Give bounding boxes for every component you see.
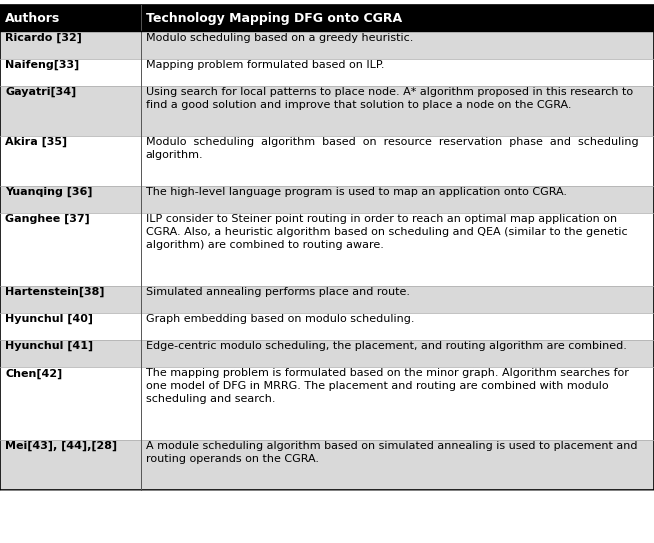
Text: ILP consider to Steiner point routing in order to reach an optimal map applicati: ILP consider to Steiner point routing in… xyxy=(146,214,627,250)
Text: Mei[43], [44],[28]: Mei[43], [44],[28] xyxy=(5,441,117,451)
Text: The high-level language program is used to map an application onto CGRA.: The high-level language program is used … xyxy=(146,187,567,197)
Bar xyxy=(141,367,654,440)
Bar xyxy=(141,59,654,86)
Bar xyxy=(0,136,141,186)
Text: Edge-centric modulo scheduling, the placement, and routing algorithm are combine: Edge-centric modulo scheduling, the plac… xyxy=(146,341,627,351)
Bar xyxy=(0,440,141,490)
Bar xyxy=(0,86,141,136)
Text: A module scheduling algorithm based on simulated annealing is used to placement : A module scheduling algorithm based on s… xyxy=(146,441,638,464)
Text: Authors: Authors xyxy=(5,12,60,25)
Text: Naifeng[33]: Naifeng[33] xyxy=(5,60,80,70)
Text: Gayatri[34]: Gayatri[34] xyxy=(5,87,77,97)
Text: Using search for local patterns to place node. A* algorithm proposed in this res: Using search for local patterns to place… xyxy=(146,87,633,110)
Text: Akira [35]: Akira [35] xyxy=(5,137,67,147)
Bar xyxy=(0,186,141,213)
Bar xyxy=(141,31,654,59)
Bar xyxy=(141,440,654,490)
Bar xyxy=(141,313,654,340)
Bar xyxy=(0,59,141,86)
Bar xyxy=(141,86,654,136)
Bar xyxy=(0,340,141,367)
Bar xyxy=(141,136,654,186)
Text: Mapping problem formulated based on ILP.: Mapping problem formulated based on ILP. xyxy=(146,60,385,70)
Bar xyxy=(0,367,141,440)
Bar xyxy=(0,31,141,59)
Bar xyxy=(141,340,654,367)
Text: Hyunchul [40]: Hyunchul [40] xyxy=(5,314,94,324)
Text: Technology Mapping DFG onto CGRA: Technology Mapping DFG onto CGRA xyxy=(146,12,402,25)
Bar xyxy=(141,186,654,213)
Text: Simulated annealing performs place and route.: Simulated annealing performs place and r… xyxy=(146,287,410,297)
Bar xyxy=(0,213,141,286)
Text: Chen[42]: Chen[42] xyxy=(5,368,63,378)
Text: Hartenstein[38]: Hartenstein[38] xyxy=(5,287,105,297)
Text: Hyunchul [41]: Hyunchul [41] xyxy=(5,341,94,351)
Text: Modulo  scheduling  algorithm  based  on  resource  reservation  phase  and  sch: Modulo scheduling algorithm based on res… xyxy=(146,137,638,160)
Text: Yuanqing [36]: Yuanqing [36] xyxy=(5,187,93,197)
Bar xyxy=(141,5,654,31)
Bar xyxy=(0,286,141,313)
Bar xyxy=(141,286,654,313)
Text: The mapping problem is formulated based on the minor graph. Algorithm searches f: The mapping problem is formulated based … xyxy=(146,368,628,404)
Text: Ganghee [37]: Ganghee [37] xyxy=(5,214,90,224)
Bar xyxy=(0,5,654,490)
Text: Graph embedding based on modulo scheduling.: Graph embedding based on modulo scheduli… xyxy=(146,314,415,324)
Bar xyxy=(141,213,654,286)
Bar xyxy=(0,313,141,340)
Text: Modulo scheduling based on a greedy heuristic.: Modulo scheduling based on a greedy heur… xyxy=(146,33,413,43)
Text: Ricardo [32]: Ricardo [32] xyxy=(5,33,82,43)
Bar xyxy=(0,5,141,31)
